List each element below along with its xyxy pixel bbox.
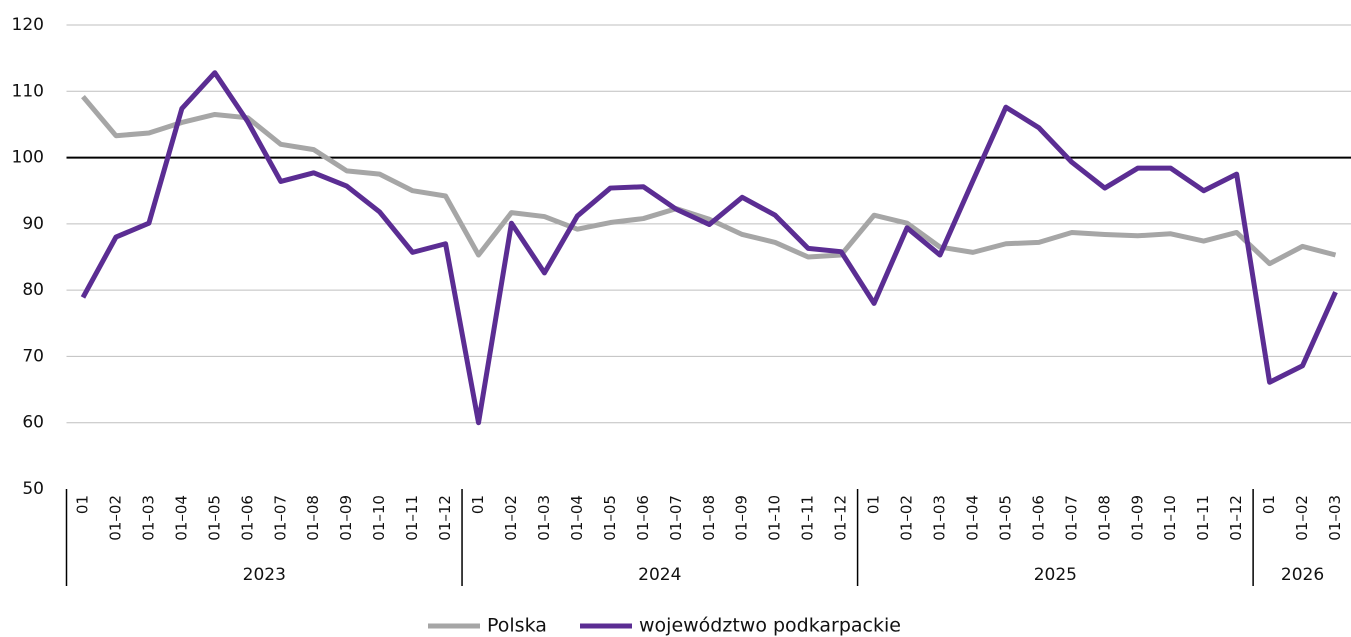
y-tick-label: 60 xyxy=(22,413,44,433)
series-line xyxy=(80,70,1338,426)
x-tick-label: 01–02 xyxy=(106,495,124,541)
x-tick-label: 01–04 xyxy=(963,495,981,541)
group-label: 2025 xyxy=(1034,565,1077,585)
x-tick-label: 01–07 xyxy=(271,495,289,541)
y-tick-label: 120 xyxy=(12,15,44,35)
series-line xyxy=(81,94,1337,267)
x-tick-label: 01–07 xyxy=(1062,495,1080,541)
x-tick-label: 01–02 xyxy=(1293,495,1311,541)
x-tick-label: 01–11 xyxy=(403,495,421,541)
x-tick-label: 01–10 xyxy=(766,495,784,541)
x-tick-label: 01–03 xyxy=(535,495,553,541)
x-tick-label: 01–02 xyxy=(898,495,916,541)
group-label: 2026 xyxy=(1281,565,1324,585)
x-tick-label: 01–09 xyxy=(733,495,751,541)
x-tick-label: 01–03 xyxy=(930,495,948,541)
x-tick-label: 01–10 xyxy=(370,495,388,541)
x-tick-label: 01 xyxy=(865,495,883,514)
x-tick-label: 01 xyxy=(469,495,487,514)
x-tick-label: 01–07 xyxy=(667,495,685,541)
y-tick-label: 90 xyxy=(22,214,44,234)
x-tick-label: 01–11 xyxy=(799,495,817,541)
x-tick-label: 01–11 xyxy=(1194,495,1212,541)
y-tick-label: 50 xyxy=(22,479,44,499)
x-tick-label: 01–12 xyxy=(832,495,850,541)
x-tick-label: 01–05 xyxy=(205,495,223,541)
x-tick-label: 01–12 xyxy=(1227,495,1245,541)
x-tick-label: 01–03 xyxy=(1326,495,1344,541)
group-label: 2023 xyxy=(243,565,286,585)
x-tick-label: 01–10 xyxy=(1161,495,1179,541)
x-tick-label: 01–04 xyxy=(568,495,586,541)
x-tick-label: 01–08 xyxy=(1095,495,1113,541)
x-tick-label: 01–09 xyxy=(1128,495,1146,541)
y-tick-label: 110 xyxy=(12,81,44,101)
y-tick-label: 70 xyxy=(22,346,44,366)
group-label: 2024 xyxy=(638,565,681,585)
y-tick-label: 100 xyxy=(12,148,44,168)
x-tick-label: 01–03 xyxy=(139,495,157,541)
x-tick-label: 01–06 xyxy=(1029,495,1047,541)
legend-label: Polska xyxy=(487,615,547,637)
x-tick-label: 01–05 xyxy=(996,495,1014,541)
y-tick-label: 80 xyxy=(22,280,44,300)
x-tick-label: 01–04 xyxy=(172,495,190,541)
x-tick-label: 01 xyxy=(73,495,91,514)
x-tick-label: 01–08 xyxy=(700,495,718,541)
x-tick-label: 01 xyxy=(1260,495,1278,514)
x-tick-label: 01–09 xyxy=(337,495,355,541)
x-tick-label: 01–08 xyxy=(304,495,322,541)
x-tick-label: 01–06 xyxy=(238,495,256,541)
legend-label: województwo podkarpackie xyxy=(639,615,901,637)
x-tick-label: 01–12 xyxy=(436,495,454,541)
x-tick-label: 01–02 xyxy=(502,495,520,541)
x-tick-label: 01–06 xyxy=(634,495,652,541)
x-tick-label: 01–05 xyxy=(601,495,619,541)
